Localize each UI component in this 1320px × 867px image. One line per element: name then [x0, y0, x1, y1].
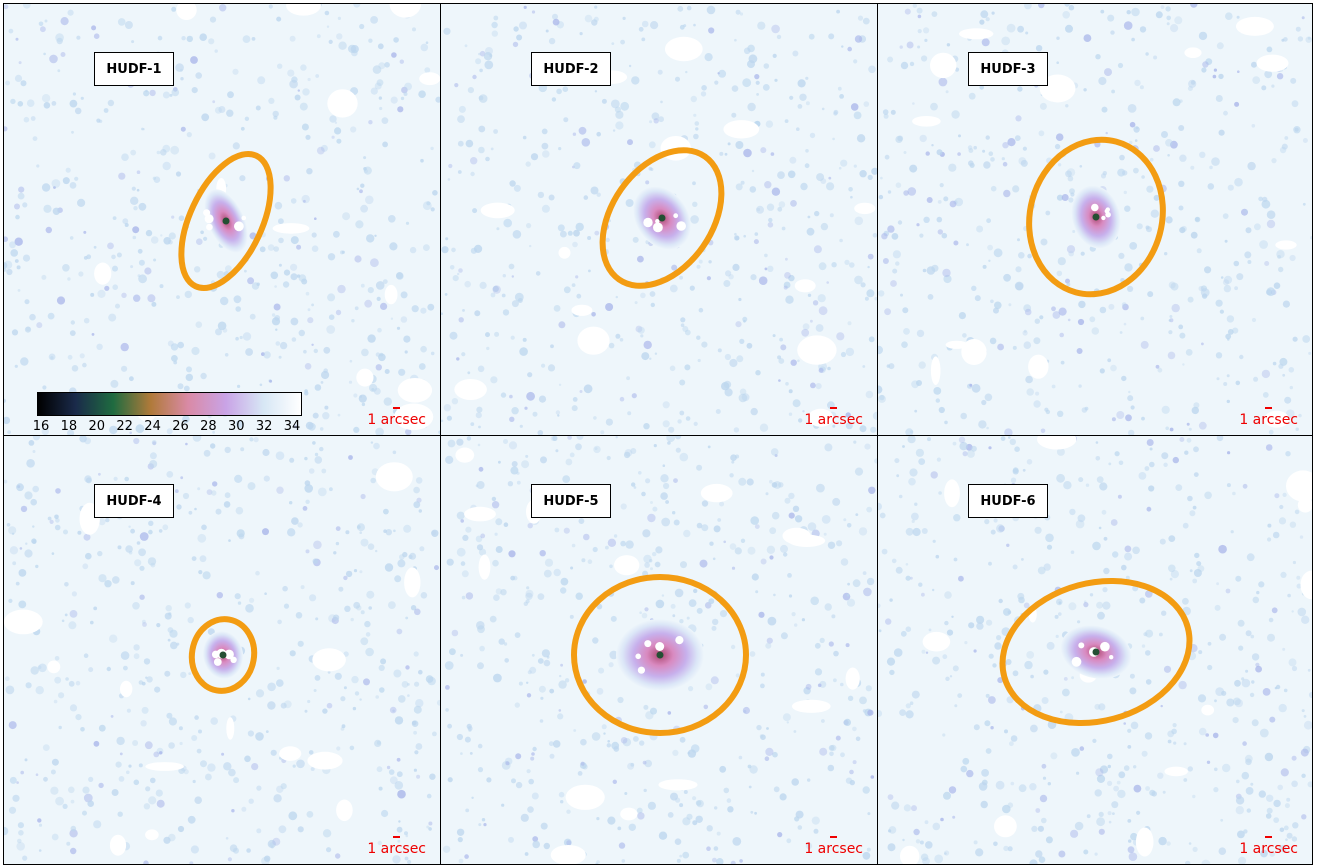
panel-hudf-5: HUDF-5 1 arcsec — [441, 436, 877, 864]
colorbar-tick-label: 34 — [283, 419, 301, 434]
galaxy-image — [878, 436, 1312, 864]
colorbar-tick-label: 26 — [172, 419, 189, 434]
colorbar-ticks: 16 18 20 22 24 26 28 30 32 34 — [33, 419, 302, 435]
galaxy-image — [441, 5, 877, 435]
scale-label: 1 arcsec — [804, 841, 863, 857]
colorbar-tick-label: 30 — [227, 419, 245, 434]
galaxy-image — [442, 436, 877, 864]
panel-label: HUDF-5 — [531, 484, 611, 518]
galaxy-image — [878, 4, 1312, 435]
aperture-ellipse — [571, 574, 749, 736]
panel-label: HUDF-3 — [968, 52, 1048, 86]
aperture-ellipse — [599, 147, 725, 289]
colorbar-tick-label: 20 — [88, 419, 106, 434]
colorbar-tick-label: 16 — [32, 419, 50, 434]
scale-label: 1 arcsec — [1239, 841, 1298, 857]
galaxy-image — [4, 4, 440, 435]
scale-bar: 1 arcsec — [367, 836, 426, 856]
panel-hudf-6: HUDF-6 1 arcsec — [878, 436, 1312, 864]
colorbar-tick-label: 28 — [200, 419, 217, 434]
panel-label: HUDF-1 — [94, 52, 174, 86]
scale-bar: 1 arcsec — [804, 407, 863, 427]
scale-bar: 1 arcsec — [804, 836, 863, 856]
panel-divider — [877, 4, 878, 864]
panel-label: HUDF-6 — [968, 484, 1048, 518]
panel-divider — [4, 435, 1312, 436]
aperture-ellipse — [178, 150, 274, 292]
galaxy-image — [4, 436, 440, 864]
panel-label: HUDF-4 — [94, 484, 174, 518]
panel-hudf-4: HUDF-4 1 arcsec — [4, 436, 440, 864]
colorbar-tick-label: 32 — [255, 419, 273, 434]
panel-divider — [440, 4, 441, 864]
scale-bar: 1 arcsec — [1239, 836, 1298, 856]
scale-bar: 1 arcsec — [1239, 407, 1298, 427]
figure-grid: HUDF-1 1 arcsec HUDF-2 1 arcsec HUDF-3 1… — [3, 3, 1313, 865]
panel-hudf-1: HUDF-1 1 arcsec — [4, 4, 440, 435]
colorbar-tick-label: 22 — [116, 419, 133, 434]
aperture-ellipse — [999, 577, 1193, 727]
scale-label: 1 arcsec — [1239, 412, 1298, 428]
scale-label: 1 arcsec — [804, 412, 863, 428]
panel-hudf-3: HUDF-3 1 arcsec — [878, 4, 1312, 435]
panel-hudf-2: HUDF-2 1 arcsec — [441, 4, 877, 435]
panel-label: HUDF-2 — [531, 52, 611, 86]
colorbar-tick-label: 18 — [60, 419, 78, 434]
scale-bar: 1 arcsec — [367, 407, 426, 427]
scale-label: 1 arcsec — [367, 412, 426, 428]
colorbar-tick-label: 24 — [144, 419, 161, 434]
aperture-ellipse — [1026, 136, 1166, 298]
scale-label: 1 arcsec — [367, 841, 426, 857]
colorbar — [37, 392, 302, 416]
aperture-ellipse — [188, 616, 258, 694]
